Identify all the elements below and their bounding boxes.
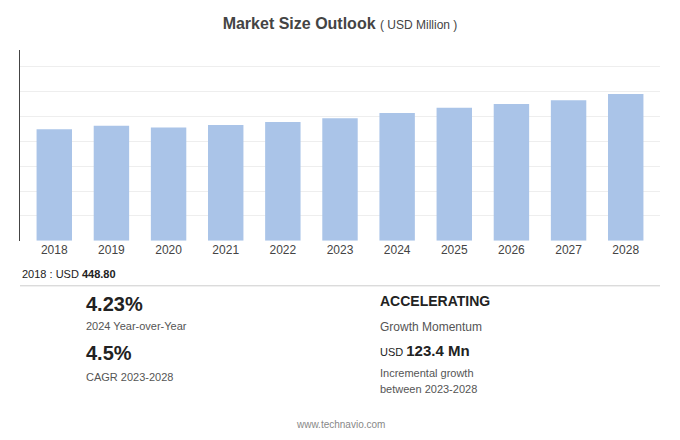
svg-text:Incremental growth: Incremental growth [380, 367, 474, 379]
svg-text:between 2023-2028: between 2023-2028 [380, 383, 477, 395]
svg-text:2026: 2026 [498, 243, 525, 257]
svg-text:2025: 2025 [441, 243, 468, 257]
svg-text:2020: 2020 [155, 243, 182, 257]
svg-text:2027: 2027 [555, 243, 582, 257]
svg-text:USD 123.4 Mn: USD 123.4 Mn [380, 342, 470, 359]
svg-text:www.technavio.com: www.technavio.com [296, 419, 385, 430]
svg-text:2018: 2018 [41, 243, 68, 257]
svg-text:Market Size Outlook ( USD Mill: Market Size Outlook ( USD Million ) [223, 15, 458, 32]
svg-text:ACCELERATING: ACCELERATING [380, 293, 490, 309]
svg-text:2024: 2024 [384, 243, 411, 257]
svg-text:4.5%: 4.5% [86, 342, 132, 364]
svg-text:CAGR 2023-2028: CAGR 2023-2028 [86, 371, 173, 383]
svg-text:2022: 2022 [270, 243, 297, 257]
svg-text:2028: 2028 [612, 243, 639, 257]
svg-text:2024 Year-over-Year: 2024 Year-over-Year [86, 320, 187, 332]
svg-text:Growth Momentum: Growth Momentum [380, 320, 482, 334]
svg-text:2019: 2019 [98, 243, 125, 257]
svg-text:2021: 2021 [212, 243, 239, 257]
svg-text:4.23%: 4.23% [86, 293, 143, 315]
svg-text:2018 : USD 448.80: 2018 : USD 448.80 [22, 268, 116, 280]
svg-text:2023: 2023 [327, 243, 354, 257]
